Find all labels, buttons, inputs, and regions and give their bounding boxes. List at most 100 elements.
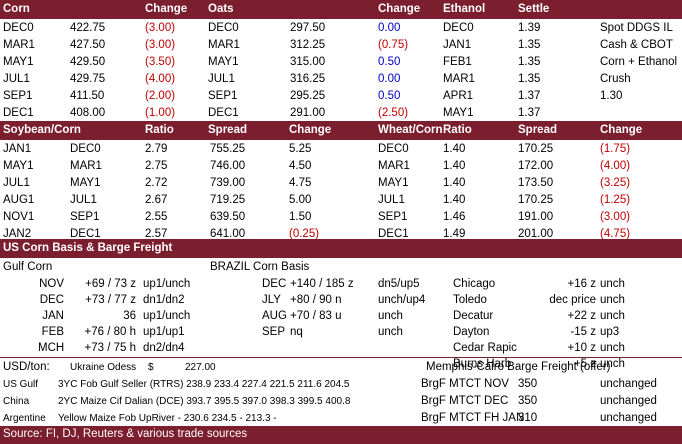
barge-change: unchanged [600, 412, 657, 424]
source-text: Source: FI, DJ, Reuters & various trade … [3, 428, 248, 440]
gulf-change: up1/unch [143, 278, 191, 290]
ukraine-currency: $ [148, 362, 154, 373]
soy-corn-ratio: 2.72 [145, 177, 168, 189]
ethanol-month: MAY1 [443, 107, 474, 119]
corn-change: (1.00) [145, 107, 176, 119]
gulf-change: up1/up1 [143, 326, 185, 338]
barge-value: 310 [518, 412, 538, 424]
soy-month: AUG1 [3, 194, 35, 206]
corn-month: DEC1 [70, 228, 101, 240]
soybean-corn-header: Soybean/Corn [3, 124, 81, 136]
corn-price: 422.75 [70, 22, 106, 34]
soy-month: JAN1 [3, 143, 32, 155]
brazil-month: SEP [262, 326, 286, 338]
corn-price: 408.00 [70, 107, 106, 119]
basis-title: US Corn Basis & Barge Freight [3, 242, 173, 254]
location-change: unch [600, 358, 625, 370]
ethanol-settle: 1.39 [518, 22, 541, 34]
location-change: unch [600, 294, 625, 306]
soy-corn-spread: 639.50 [210, 211, 246, 223]
basis-header: US Corn Basis & Barge Freight [0, 239, 682, 258]
brazil-basis: +70 / 83 u [290, 310, 342, 322]
fob-origin: US Gulf [3, 379, 39, 390]
ethanol-settle: 1.37 [518, 107, 541, 119]
wheat-corn-ratio: 1.49 [443, 228, 466, 240]
location: Toledo [453, 294, 487, 306]
spread-row: JUL1 MAY1 2.72 739.00 4.75 MAY1 1.40 173.50 (3.2… [0, 174, 682, 193]
location-change: up3 [600, 326, 620, 338]
barge-change: unchanged [600, 378, 657, 390]
soy-corn-change: 4.75 [289, 177, 312, 189]
corn-month: SEP1 [70, 211, 100, 223]
location-change: unch [600, 278, 625, 290]
corn-month: MAR1 [3, 39, 35, 51]
brazil-corn-label: BRAZIL Corn Basis [210, 261, 310, 273]
change-header: Change [145, 3, 188, 15]
corn-oats-ethanol-row: MAR1 427.50 (3.00) MAR1 312.25 (0.75) JAN1 1.35… [0, 36, 682, 55]
fob-row: Argentine Yellow Maize Fob UpRiver - 230.… [0, 409, 682, 428]
spread-row: NOV1 SEP1 2.55 639.50 1.50 SEP1 1.46 191.00 (3.0… [0, 208, 682, 227]
location: Decatur [453, 310, 494, 322]
change-header: Change [378, 3, 421, 15]
wheat-corn-ratio: 1.46 [443, 211, 466, 223]
gulf-basis: +73 / 75 h [84, 342, 136, 354]
soy-corn-change: 5.00 [289, 194, 312, 206]
corn-month: DEC0 [3, 22, 34, 34]
soy-corn-change: 4.50 [289, 160, 312, 172]
brazil-month: JLY [262, 294, 281, 306]
corn-price: 427.50 [70, 39, 106, 51]
oats-price: 295.25 [290, 90, 326, 102]
oats-price: 297.50 [290, 22, 326, 34]
ddgs-note: 1.30 [600, 90, 623, 102]
oats-price: 316.25 [290, 73, 326, 85]
wheat-corn-header: Wheat/Corn [378, 124, 443, 136]
basis-row: MCH +73 / 75 h dn2/dn4 Cedar Rapic +10 z unch [0, 339, 682, 358]
corn-month: MAY1 [3, 56, 34, 68]
wheat-corn-spread: 191.00 [518, 211, 554, 223]
usd-ton-label: USD/ton: [3, 361, 50, 373]
corn-price: 429.75 [70, 73, 106, 85]
gulf-basis: +73 / 77 z [85, 294, 136, 306]
soy-corn-spread: 755.25 [210, 143, 246, 155]
ethanol-settle: 1.35 [518, 39, 541, 51]
ethanol-settle: 1.37 [518, 90, 541, 102]
brazil-change: unch/up4 [378, 294, 426, 306]
barge-label: BrgF MTCT FH JAN [421, 412, 525, 424]
location: Dayton [453, 326, 490, 338]
basis-row: DEC +73 / 77 z dn1/dn2 JLY +80 / 90 n unch/up… [0, 291, 682, 310]
wheat-corn-spread: 201.00 [518, 228, 554, 240]
spread-header: Spread [518, 124, 557, 136]
basis-row: JAN 36 up1/unch AUG +70 / 83 u unch Decatur +22… [0, 307, 682, 326]
ukraine-label: Ukraine Odess [70, 362, 137, 373]
fob-row: US Gulf 3YC Fob Gulf Seller (RTRS) 238.9 … [0, 375, 682, 394]
oats-change: (0.75) [378, 39, 409, 51]
soy-month: JUL1 [3, 177, 30, 189]
ethanol-header: Ethanol [443, 3, 486, 15]
gulf-month: DEC [39, 294, 64, 306]
ethanol-month: MAR1 [443, 73, 475, 85]
gulf-change: up1/unch [143, 310, 191, 322]
ddgs-note: Spot DDGS IL [600, 22, 673, 34]
soy-corn-change: (0.25) [289, 228, 320, 240]
soy-corn-spread: 746.00 [210, 160, 246, 172]
basis-row: FEB +76 / 80 h up1/up1 SEP nq unch Dayton -15 z… [0, 323, 682, 342]
spread-row: JAN2 DEC1 2.57 641.00 (0.25) DEC1 1.49 201.00 (4… [0, 225, 682, 244]
soy-corn-change: 1.50 [289, 211, 312, 223]
brazil-month: DEC [262, 278, 287, 290]
wheat-corn-ratio: 1.40 [443, 194, 466, 206]
gulf-month: FEB [41, 326, 64, 338]
soy-corn-ratio: 2.67 [145, 194, 168, 206]
change-header: Change [600, 124, 643, 136]
corn-price: 411.50 [70, 90, 105, 102]
fob-description: 3YC Fob Gulf Seller (RTRS) 238.9 233.4 2… [58, 379, 350, 390]
oats-month: DEC0 [208, 22, 239, 34]
wheat-corn-change: (3.25) [600, 177, 631, 189]
oats-change: 0.00 [378, 73, 401, 85]
oats-month: SEP1 [208, 90, 238, 102]
ethanol-month: JAN1 [443, 39, 472, 51]
oats-change: 0.00 [378, 22, 401, 34]
barge-label: BrgF MTCT NOV [421, 378, 509, 390]
ethanol-month: DEC0 [443, 22, 474, 34]
oats-month: JUL1 [208, 73, 235, 85]
oats-price: 315.00 [290, 56, 326, 68]
